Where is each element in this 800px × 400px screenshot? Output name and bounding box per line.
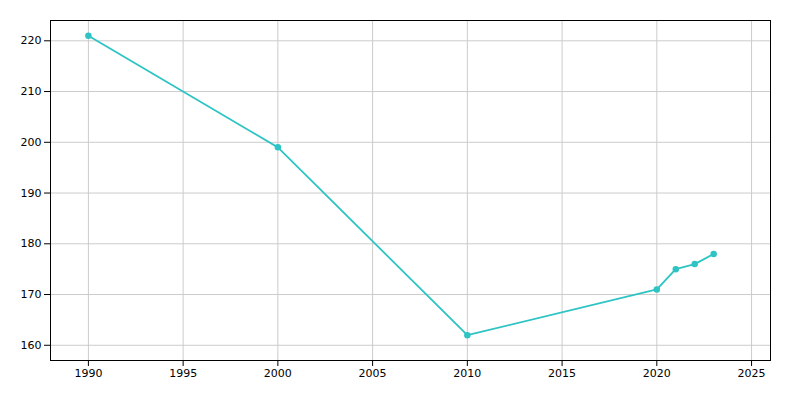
svg-text:220: 220 — [21, 34, 42, 47]
svg-text:2005: 2005 — [359, 367, 387, 380]
svg-text:2020: 2020 — [643, 367, 671, 380]
svg-text:160: 160 — [21, 339, 42, 352]
svg-text:170: 170 — [21, 288, 42, 301]
svg-text:2000: 2000 — [264, 367, 292, 380]
svg-text:1995: 1995 — [169, 367, 197, 380]
svg-text:2010: 2010 — [453, 367, 481, 380]
svg-text:2015: 2015 — [548, 367, 576, 380]
svg-text:190: 190 — [21, 187, 42, 200]
svg-text:200: 200 — [21, 136, 42, 149]
svg-text:1990: 1990 — [74, 367, 102, 380]
svg-text:210: 210 — [21, 85, 42, 98]
svg-text:2025: 2025 — [738, 367, 766, 380]
svg-text:180: 180 — [21, 237, 42, 250]
